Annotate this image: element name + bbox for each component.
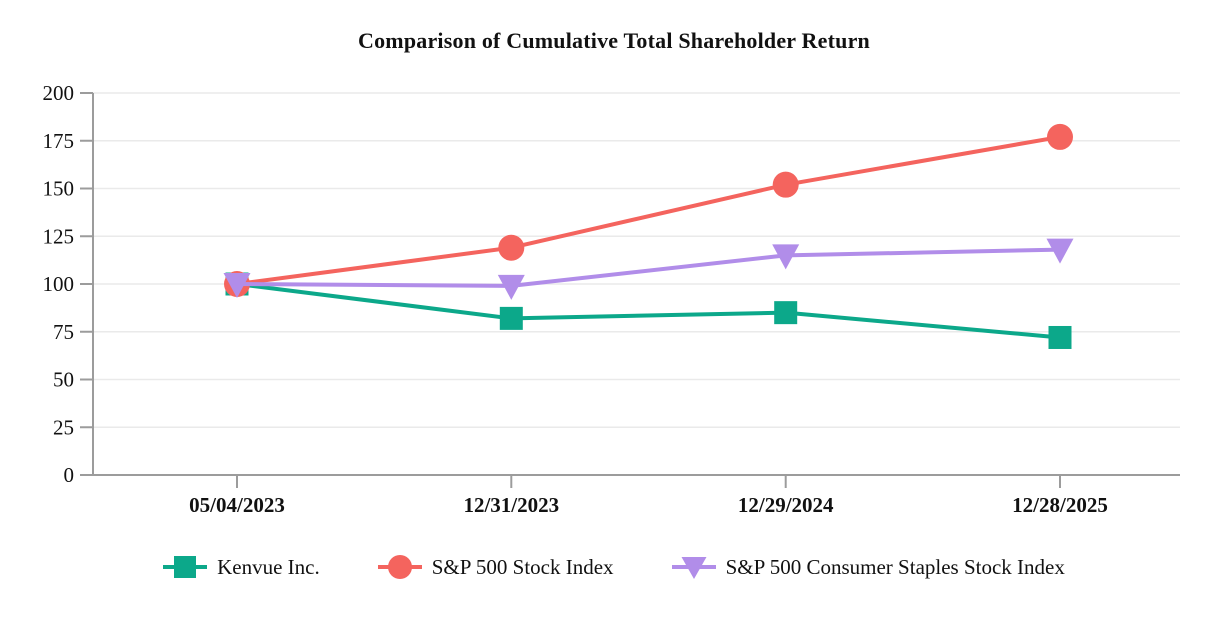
chart-legend: Kenvue Inc. S&P 500 Stock Index S&P 500 Co… xyxy=(0,552,1228,582)
chart-title: Comparison of Cumulative Total Sharehold… xyxy=(358,28,870,53)
x-axis-tick-label: 12/31/2023 xyxy=(463,493,559,517)
legend-item-s-p-500-consumer-staples-stock-index: S&P 500 Consumer Staples Stock Index xyxy=(671,552,1065,582)
x-axis-tick-label: 12/28/2025 xyxy=(1012,493,1108,517)
x-axis-tick-label: 12/29/2024 xyxy=(738,493,834,517)
y-axis-tick-label: 200 xyxy=(43,81,75,105)
chart-plot-area: 0 25 50 75 100 125 150 175 200 05/04/2023 12/31/20… xyxy=(43,81,1180,517)
legend-item-kenvue-inc: Kenvue Inc. xyxy=(163,552,320,582)
data-point-kenvue-inc xyxy=(1048,325,1072,349)
y-axis-tick-label: 100 xyxy=(43,272,75,296)
data-point-s-p-500-consumer-staples-stock-index xyxy=(772,244,800,270)
square-marker-icon xyxy=(163,556,208,578)
x-axis-tick-label: 05/04/2023 xyxy=(189,493,285,517)
data-point-s-p-500-stock-index xyxy=(498,234,525,261)
data-point-s-p-500-stock-index xyxy=(1047,123,1073,150)
series-line-s-p-500-consumer-staples-stock-index xyxy=(235,247,1062,288)
series-line-kenvue-inc xyxy=(235,282,1062,340)
data-point-s-p-500-consumer-staples-stock-index xyxy=(223,273,251,298)
y-axis-tick-label: 25 xyxy=(53,415,74,439)
y-axis-tick-label: 175 xyxy=(43,129,75,153)
y-axis-tick-label: 150 xyxy=(43,177,75,201)
data-point-s-p-500-stock-index xyxy=(772,171,799,198)
data-point-s-p-500-consumer-staples-stock-index xyxy=(1046,238,1074,264)
series-line-s-p-500-stock-index xyxy=(235,134,1062,286)
data-point-s-p-500-consumer-staples-stock-index xyxy=(497,274,525,300)
legend-item-s-p-500-stock-index: S&P 500 Stock Index xyxy=(377,552,614,582)
y-axis-tick-label: 0 xyxy=(64,463,75,487)
y-axis-tick-label: 75 xyxy=(53,320,74,344)
y-axis-tick-label: 50 xyxy=(53,368,74,392)
legend-label: S&P 500 Consumer Staples Stock Index xyxy=(725,554,1065,579)
legend-label: S&P 500 Stock Index xyxy=(431,554,614,579)
y-axis-tick-label: 125 xyxy=(43,224,75,248)
legend-label: Kenvue Inc. xyxy=(217,554,320,579)
data-point-kenvue-inc xyxy=(499,306,523,330)
triangle-down-marker-icon xyxy=(671,557,716,579)
data-point-kenvue-inc xyxy=(774,301,798,325)
circle-marker-icon xyxy=(377,555,422,579)
